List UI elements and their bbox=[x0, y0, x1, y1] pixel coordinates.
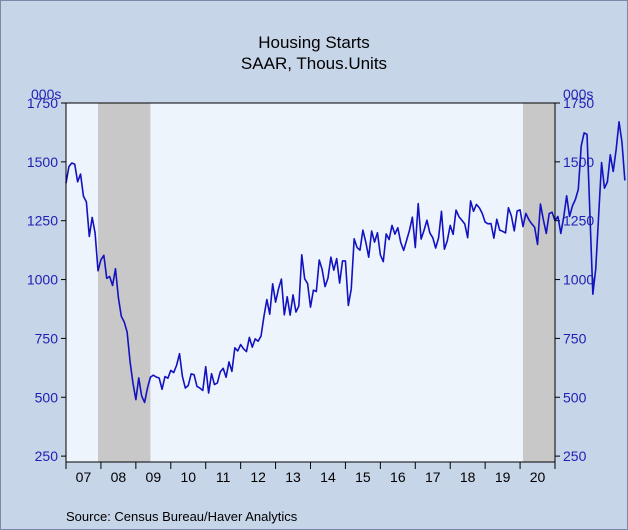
y-tick-label-left: 500 bbox=[35, 389, 59, 405]
x-tick-label: 12 bbox=[250, 469, 266, 485]
chart-subtitle: SAAR, Thous.Units bbox=[240, 54, 388, 73]
left-axis-unit: 000s bbox=[31, 86, 62, 102]
y-tick-label-left: 250 bbox=[35, 448, 59, 464]
y-tick-label-left: 750 bbox=[35, 330, 59, 346]
source-note: Source: Census Bureau/Haver Analytics bbox=[66, 509, 298, 524]
series-layer bbox=[65, 121, 626, 404]
recession-band bbox=[522, 103, 555, 462]
x-tick-label: 09 bbox=[146, 469, 162, 485]
y-tick-label-right: 1250 bbox=[563, 213, 594, 229]
axes: 250 250 500 500 750 750 1000 1000 1250 1250 1500 15… bbox=[27, 95, 595, 485]
series-line bbox=[65, 121, 626, 404]
x-tick-label: 19 bbox=[495, 469, 511, 485]
chart-title: Housing Starts bbox=[258, 33, 370, 52]
x-tick-label: 11 bbox=[216, 469, 231, 485]
x-tick-label: 07 bbox=[76, 469, 92, 485]
x-tick-label: 08 bbox=[111, 469, 127, 485]
y-tick-label-left: 1500 bbox=[27, 154, 58, 170]
x-tick-label: 18 bbox=[460, 469, 476, 485]
x-tick-label: 16 bbox=[390, 469, 406, 485]
plot-border bbox=[65, 102, 556, 463]
y-tick-label-right: 750 bbox=[563, 330, 587, 346]
y-tick-label-left: 1750 bbox=[27, 95, 58, 111]
x-tick-label: 13 bbox=[285, 469, 301, 485]
y-tick-label-right: 500 bbox=[563, 389, 587, 405]
x-tick-label: 17 bbox=[425, 469, 441, 485]
y-tick-label-left: 1000 bbox=[27, 272, 58, 288]
x-tick-label: 15 bbox=[355, 469, 371, 485]
y-tick-label-left: 1250 bbox=[27, 213, 58, 229]
x-tick-label: 14 bbox=[320, 469, 336, 485]
y-tick-label-right: 250 bbox=[563, 448, 587, 464]
recession-bands bbox=[98, 103, 555, 462]
y-tick-label-right: 1500 bbox=[563, 154, 594, 170]
y-tick-label-right: 1000 bbox=[563, 272, 594, 288]
recession-band bbox=[98, 103, 151, 462]
x-tick-label: 20 bbox=[530, 469, 546, 485]
x-tick-label: 10 bbox=[180, 469, 196, 485]
y-tick-label-right: 1750 bbox=[563, 95, 594, 111]
right-axis-unit: 000s bbox=[563, 86, 594, 102]
